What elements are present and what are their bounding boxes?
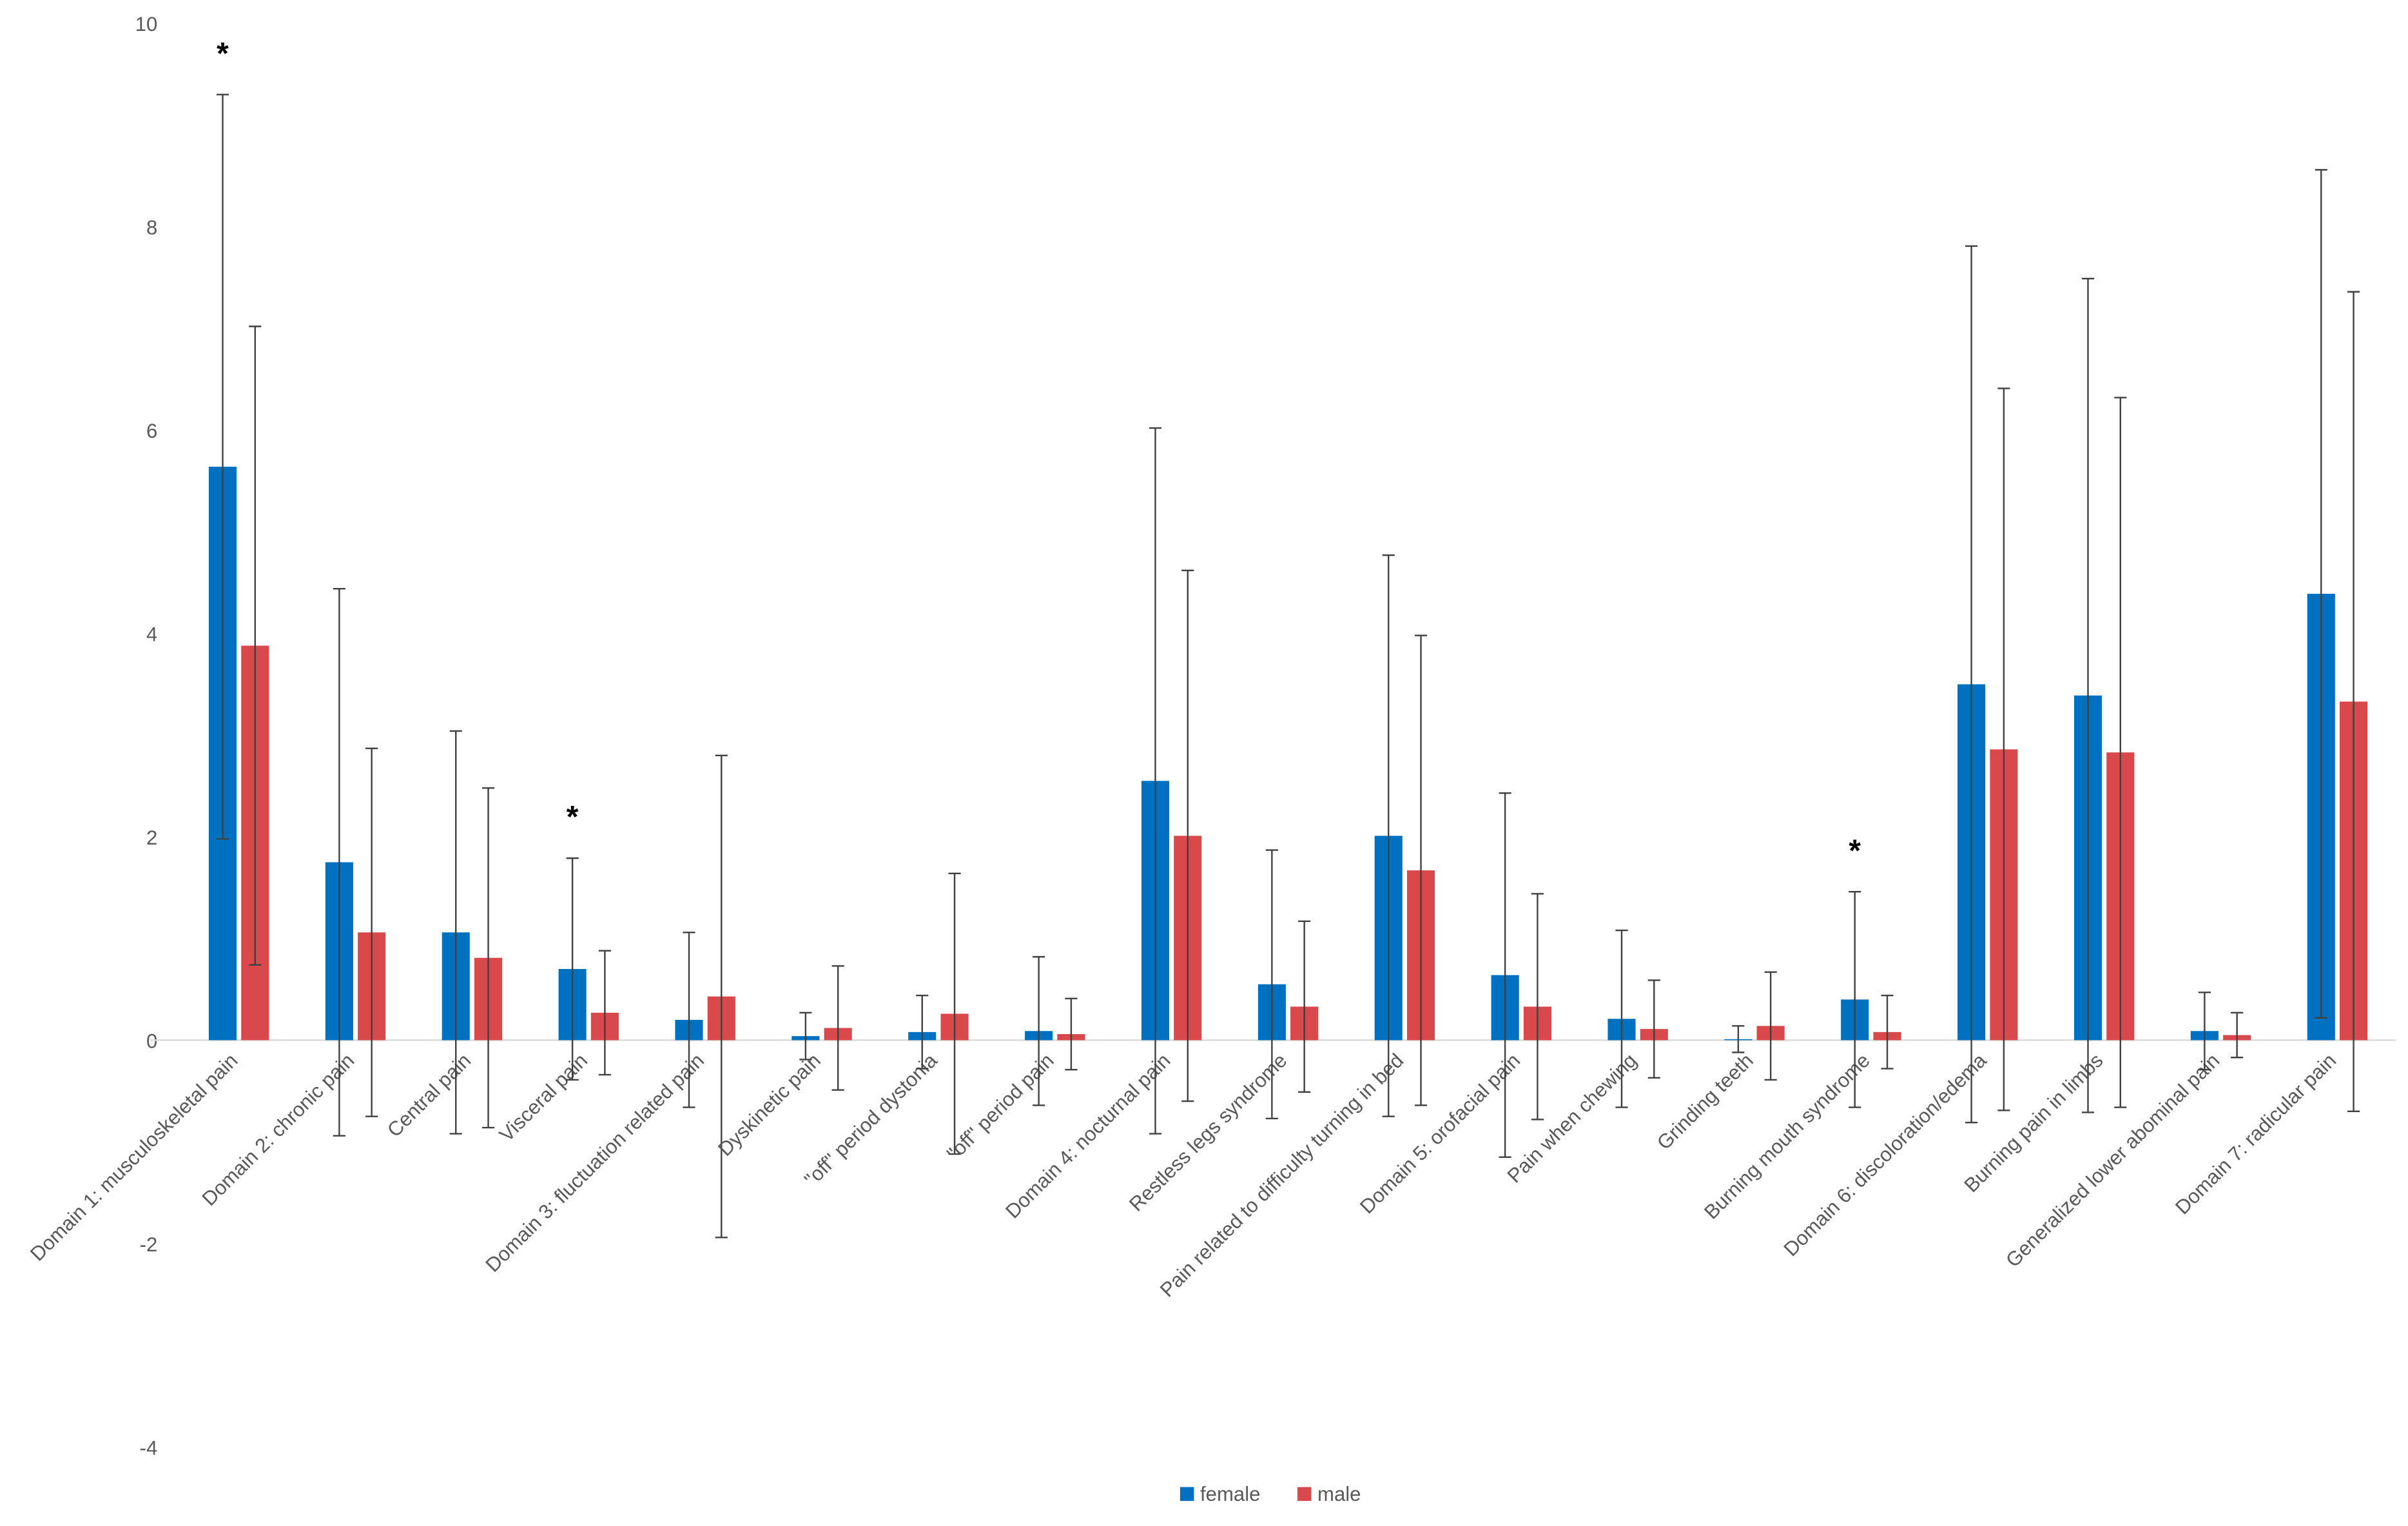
x-tick-label: Generalized lower abominal pain xyxy=(2001,1049,2224,1271)
x-tick-label: Domain 1: musculoskeletal pain xyxy=(26,1049,242,1265)
error-bar xyxy=(566,857,579,1081)
y-tick-label: 4 xyxy=(146,623,157,646)
y-tick-label: 8 xyxy=(146,217,157,239)
error-bar xyxy=(1414,634,1428,1106)
error-bar xyxy=(1997,387,2010,1111)
error-bar xyxy=(2198,992,2211,1071)
error-bar xyxy=(715,754,728,1238)
y-tick-label: 10 xyxy=(135,13,158,35)
error-bar xyxy=(2315,169,2327,1019)
x-tick-label: Visceral pain xyxy=(495,1049,592,1146)
error-bar xyxy=(1181,569,1194,1102)
error-bar xyxy=(799,1012,812,1061)
error-bar xyxy=(449,730,462,1135)
error-bar xyxy=(1615,929,1628,1108)
x-tick-label: Central pain xyxy=(383,1049,475,1141)
error-bar xyxy=(333,587,345,1137)
error-bar xyxy=(365,747,378,1117)
x-tick-label: Pain when chewing xyxy=(1503,1049,1641,1187)
error-bar xyxy=(1764,971,1777,1081)
legend-label: male xyxy=(1317,1483,1361,1505)
error-bar xyxy=(1298,920,1311,1093)
error-bar xyxy=(1065,997,1078,1071)
annotation: * xyxy=(217,37,229,71)
error-bar xyxy=(948,872,961,1155)
error-bar xyxy=(1732,1025,1745,1053)
error-bar xyxy=(1849,890,1861,1108)
y-tick-label: 0 xyxy=(146,1030,157,1052)
annotation: * xyxy=(567,800,579,834)
error-bar xyxy=(1531,893,1544,1120)
y-tick-label: -4 xyxy=(140,1436,158,1459)
x-tick-label: Pain related to difficulty turning in be… xyxy=(1156,1049,1408,1301)
y-tick-label: -2 xyxy=(140,1233,158,1256)
error-bar xyxy=(2231,1012,2244,1059)
error-bar xyxy=(2347,291,2360,1113)
legend-swatch xyxy=(1297,1487,1312,1502)
annotation: * xyxy=(1849,834,1861,868)
error-bar xyxy=(1382,554,1395,1117)
error-bar xyxy=(1033,955,1045,1106)
y-tick-label: 2 xyxy=(146,827,157,849)
error-bar xyxy=(481,787,495,1129)
x-tick-label: "off" period dystonia xyxy=(800,1049,942,1191)
x-tick-label: Grinding teeth xyxy=(1653,1049,1758,1154)
error-bar xyxy=(598,950,611,1076)
error-bar xyxy=(1499,792,1511,1159)
legend-label: female xyxy=(1200,1483,1260,1505)
error-bar xyxy=(1881,994,1894,1070)
error-bar xyxy=(916,994,929,1070)
x-tick-label: Domain 6: discoloration/edema xyxy=(1780,1049,1992,1261)
x-tick-label: Dyskinetic pain xyxy=(714,1049,825,1160)
x-tick-label: "off" period pain xyxy=(942,1049,1058,1164)
error-bar xyxy=(2081,277,2095,1113)
legend-swatch xyxy=(1180,1487,1194,1502)
error-bar xyxy=(2114,396,2127,1108)
error-bar xyxy=(249,326,262,966)
error-bar xyxy=(831,965,844,1091)
error-bar xyxy=(1149,427,1162,1135)
error-bar xyxy=(1965,245,1978,1124)
error-bar xyxy=(216,93,229,840)
error-bar xyxy=(683,932,695,1108)
error-bar xyxy=(1265,849,1278,1120)
y-tick-label: 6 xyxy=(146,420,157,442)
x-tick-label: Domain 3: fluctuation related pain xyxy=(481,1049,708,1277)
error-bar xyxy=(1647,979,1660,1079)
